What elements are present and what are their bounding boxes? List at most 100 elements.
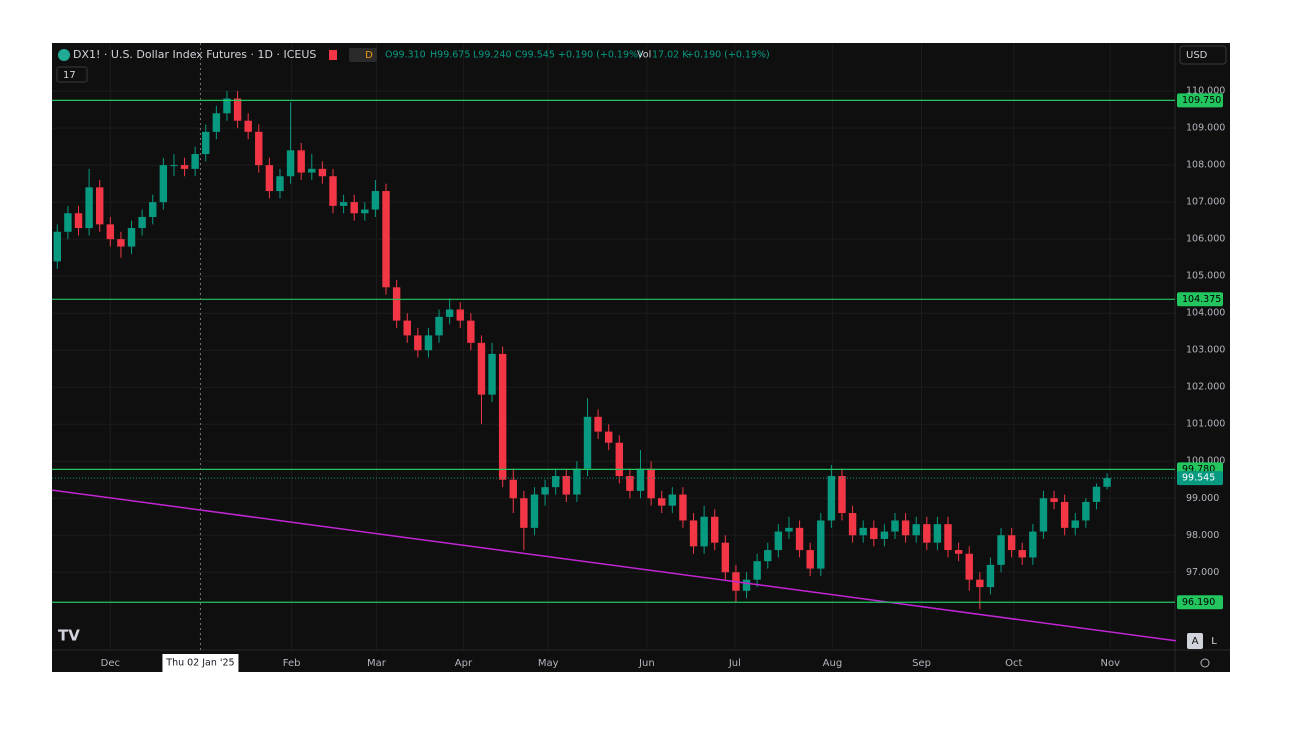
candle-body: [626, 476, 634, 491]
candle-body: [1092, 486, 1101, 502]
candle-body: [106, 224, 115, 240]
y-tick-label: 105.000: [1186, 271, 1225, 282]
y-tick-label: 102.000: [1186, 382, 1225, 393]
y-tick-label: 104.000: [1186, 308, 1225, 319]
candle-body: [212, 113, 221, 132]
ohlc-l: L99.240: [473, 50, 512, 61]
candle-body: [721, 542, 730, 573]
candle-body: [520, 498, 528, 528]
candle-body: [138, 216, 146, 229]
badge: D: [365, 50, 373, 61]
candle-body: [1071, 520, 1079, 528]
candle-body: [127, 228, 136, 247]
auto-button[interactable]: A: [1192, 636, 1199, 647]
candle-body: [202, 131, 210, 155]
indicator-toggle[interactable]: [56, 66, 88, 83]
candle-body: [74, 213, 83, 229]
candle-body: [541, 487, 549, 495]
ohlc-c: C99.545: [515, 50, 555, 61]
crosshair-label-bg: [162, 654, 239, 672]
y-tick-label: 108.000: [1186, 160, 1225, 171]
flag: [329, 50, 337, 60]
candle-body: [456, 309, 464, 321]
x-tick-label: Oct: [1005, 658, 1022, 669]
indicator-count[interactable]: 17: [63, 70, 76, 81]
candle-body: [1029, 531, 1037, 558]
x-tick-label: Jun: [638, 658, 655, 669]
candle-body: [912, 524, 920, 536]
candle-body: [96, 187, 104, 225]
auto-button-bg[interactable]: [1187, 633, 1203, 649]
level-label: 104.375: [1182, 294, 1221, 305]
currency[interactable]: USD: [1186, 50, 1208, 61]
candle-body: [255, 131, 263, 166]
candle-body: [870, 527, 878, 539]
candle-body: [180, 165, 189, 169]
candle-body: [467, 320, 475, 343]
candle-body: [403, 320, 411, 336]
candle-body: [933, 524, 942, 543]
candle-body: [223, 98, 231, 114]
candle-body: [753, 561, 761, 580]
candle-body: [880, 531, 889, 539]
symbol-title[interactable]: DX1! · U.S. Dollar Index Futures · 1D · …: [73, 48, 316, 61]
candle-body: [392, 287, 401, 321]
y-tick-label: 109.000: [1186, 123, 1225, 134]
x-tick-label: May: [538, 658, 559, 669]
candle-body: [1082, 501, 1090, 521]
log-button[interactable]: L: [1211, 636, 1217, 647]
level-label-bg: [1177, 595, 1223, 610]
last-price-label: 99.545: [1182, 473, 1215, 484]
candle-body: [530, 494, 539, 528]
candle-body: [329, 176, 337, 206]
candle-body: [265, 165, 274, 192]
ohlc-change: +0.190 (+0.19%): [558, 50, 642, 61]
ohlc-h: H99.675: [430, 50, 470, 61]
candle-body: [827, 476, 836, 521]
candle-body: [689, 520, 698, 547]
candle-body: [551, 476, 560, 488]
candle-body: [350, 202, 358, 214]
candle-body: [891, 520, 899, 532]
level-label-bg: [1177, 292, 1223, 307]
x-tick-label: Jul: [728, 658, 741, 669]
ohlc-o: O99.310: [385, 50, 426, 61]
candle-body: [636, 468, 645, 491]
candle-body: [764, 550, 772, 562]
candle-body: [901, 520, 910, 536]
candle-body: [965, 553, 973, 580]
candle-body: [806, 550, 814, 569]
candle-body: [848, 513, 857, 536]
vol-change: +0.190 (+0.19%): [686, 50, 770, 61]
y-tick-label: 110.000: [1186, 86, 1225, 97]
candle-body: [573, 468, 581, 495]
candle-body: [838, 476, 846, 514]
candle-body: [976, 579, 984, 588]
candle-body: [1060, 501, 1069, 528]
trendline: [51, 489, 1177, 642]
candle-body: [286, 150, 295, 177]
candle-body: [1018, 550, 1026, 558]
level-label-bg: [1177, 93, 1223, 108]
y-tick-label: 106.000: [1186, 234, 1225, 245]
candle-body: [64, 213, 72, 232]
candle-body: [711, 516, 719, 543]
candle-body: [233, 98, 242, 121]
y-tick-label: 103.000: [1186, 345, 1225, 356]
chart-bg: [52, 43, 1230, 672]
candle-body: [1050, 498, 1058, 502]
settings-icon[interactable]: [1200, 658, 1210, 668]
candle-body: [435, 316, 443, 336]
candle-body: [308, 168, 316, 173]
candle-body: [445, 309, 454, 317]
tv-logo: TV: [58, 627, 80, 645]
candle-body: [159, 165, 168, 203]
candle-body: [117, 239, 125, 247]
last-price-bg: [1177, 471, 1223, 486]
level-label: 99.780: [1182, 464, 1215, 475]
currency-button[interactable]: [1179, 45, 1227, 65]
candle-body: [276, 176, 284, 192]
candle-body: [604, 431, 613, 443]
